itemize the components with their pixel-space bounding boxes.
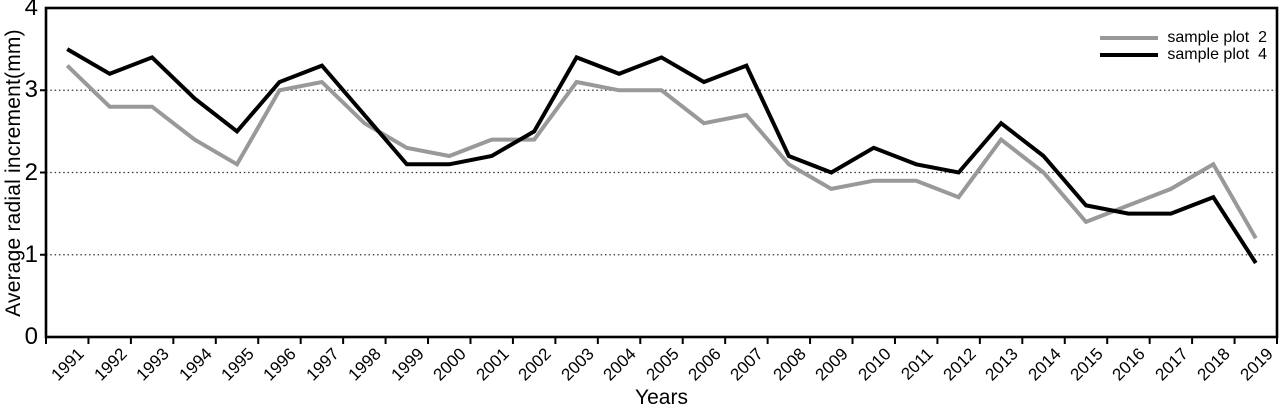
- legend: sample plot 2 sample plot 4: [1100, 30, 1267, 64]
- legend-label: sample plot 2: [1167, 29, 1267, 46]
- legend-label: sample plot 4: [1167, 46, 1267, 63]
- legend-item-sample-plot-4: sample plot 4: [1100, 47, 1267, 63]
- series-line-sample-plot-2: [65, 64, 1258, 240]
- x-axis-title: Years: [635, 386, 688, 409]
- y-tick-label: 2: [24, 158, 38, 186]
- legend-item-sample-plot-2: sample plot 2: [1100, 30, 1267, 46]
- series-line-sample-plot-4: [66, 47, 1258, 265]
- legend-line-swatch-gray: [1100, 36, 1159, 40]
- y-tick-label: 1: [24, 240, 38, 268]
- y-tick-label: 3: [24, 76, 38, 104]
- y-tick-label: 0: [24, 323, 38, 350]
- y-tick-label: 4: [24, 0, 38, 21]
- legend-line-swatch-black: [1100, 53, 1159, 57]
